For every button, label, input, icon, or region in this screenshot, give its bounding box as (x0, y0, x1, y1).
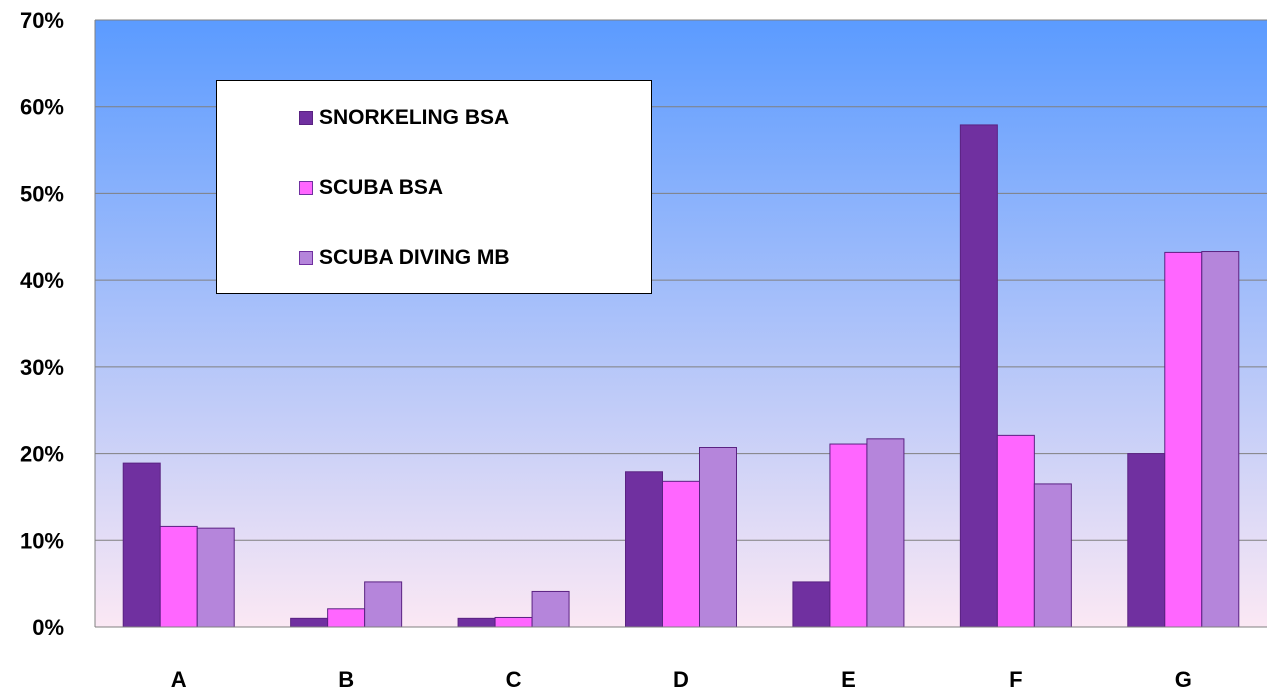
bar (959, 124, 998, 628)
y-tick-label: 70% (20, 8, 64, 33)
bar (290, 617, 329, 628)
x-tick-label: C (506, 667, 522, 691)
bar (699, 447, 737, 628)
legend-swatch (299, 251, 313, 265)
x-tick-label: G (1175, 667, 1192, 691)
y-tick-label: 10% (20, 528, 64, 553)
bar (996, 434, 1035, 628)
bar (1164, 251, 1203, 628)
bars (122, 124, 1240, 628)
x-tick-label: B (338, 667, 354, 691)
legend-item-snorkeling-bsa: SNORKELING BSA (299, 103, 509, 133)
bar (792, 581, 831, 628)
y-tick-label: 20% (20, 442, 64, 467)
y-tick-labels: 0% 10% 20% 30% 40% 50% 60% 70% (20, 8, 64, 640)
bar (327, 608, 366, 628)
bar (829, 443, 868, 628)
legend-item-scuba-diving-mb: SCUBA DIVING MB (299, 243, 510, 273)
y-tick-label: 30% (20, 355, 64, 380)
bar (625, 471, 663, 628)
bar (531, 590, 570, 628)
bar (364, 581, 403, 628)
bar (866, 438, 905, 628)
x-tick-label: A (171, 667, 187, 691)
y-tick-label: 0% (32, 615, 64, 640)
y-tick-label: 50% (20, 181, 64, 206)
y-tick-label: 40% (20, 268, 64, 293)
legend-item-scuba-bsa: SCUBA BSA (299, 173, 443, 203)
bar (159, 525, 198, 628)
bar (1127, 453, 1166, 628)
legend-swatch (299, 111, 313, 125)
legend-swatch (299, 181, 313, 195)
x-tick-label: F (1009, 667, 1022, 691)
legend: SNORKELING BSA SCUBA BSA SCUBA DIVING MB (216, 80, 652, 294)
bar (1033, 483, 1072, 628)
x-tick-label: E (841, 667, 856, 691)
x-tick-labels: A B C D E F G (171, 667, 1192, 692)
legend-label: SCUBA BSA (319, 176, 444, 199)
bar (1201, 251, 1240, 628)
bar (122, 462, 161, 628)
legend-label: SCUBA DIVING MB (319, 246, 510, 269)
bar (662, 480, 700, 628)
bar (457, 617, 496, 628)
bar (196, 527, 235, 628)
y-tick-label: 60% (20, 95, 64, 120)
x-tick-label: D (673, 667, 689, 691)
legend-label: SNORKELING BSA (319, 106, 510, 129)
bar (494, 616, 533, 628)
